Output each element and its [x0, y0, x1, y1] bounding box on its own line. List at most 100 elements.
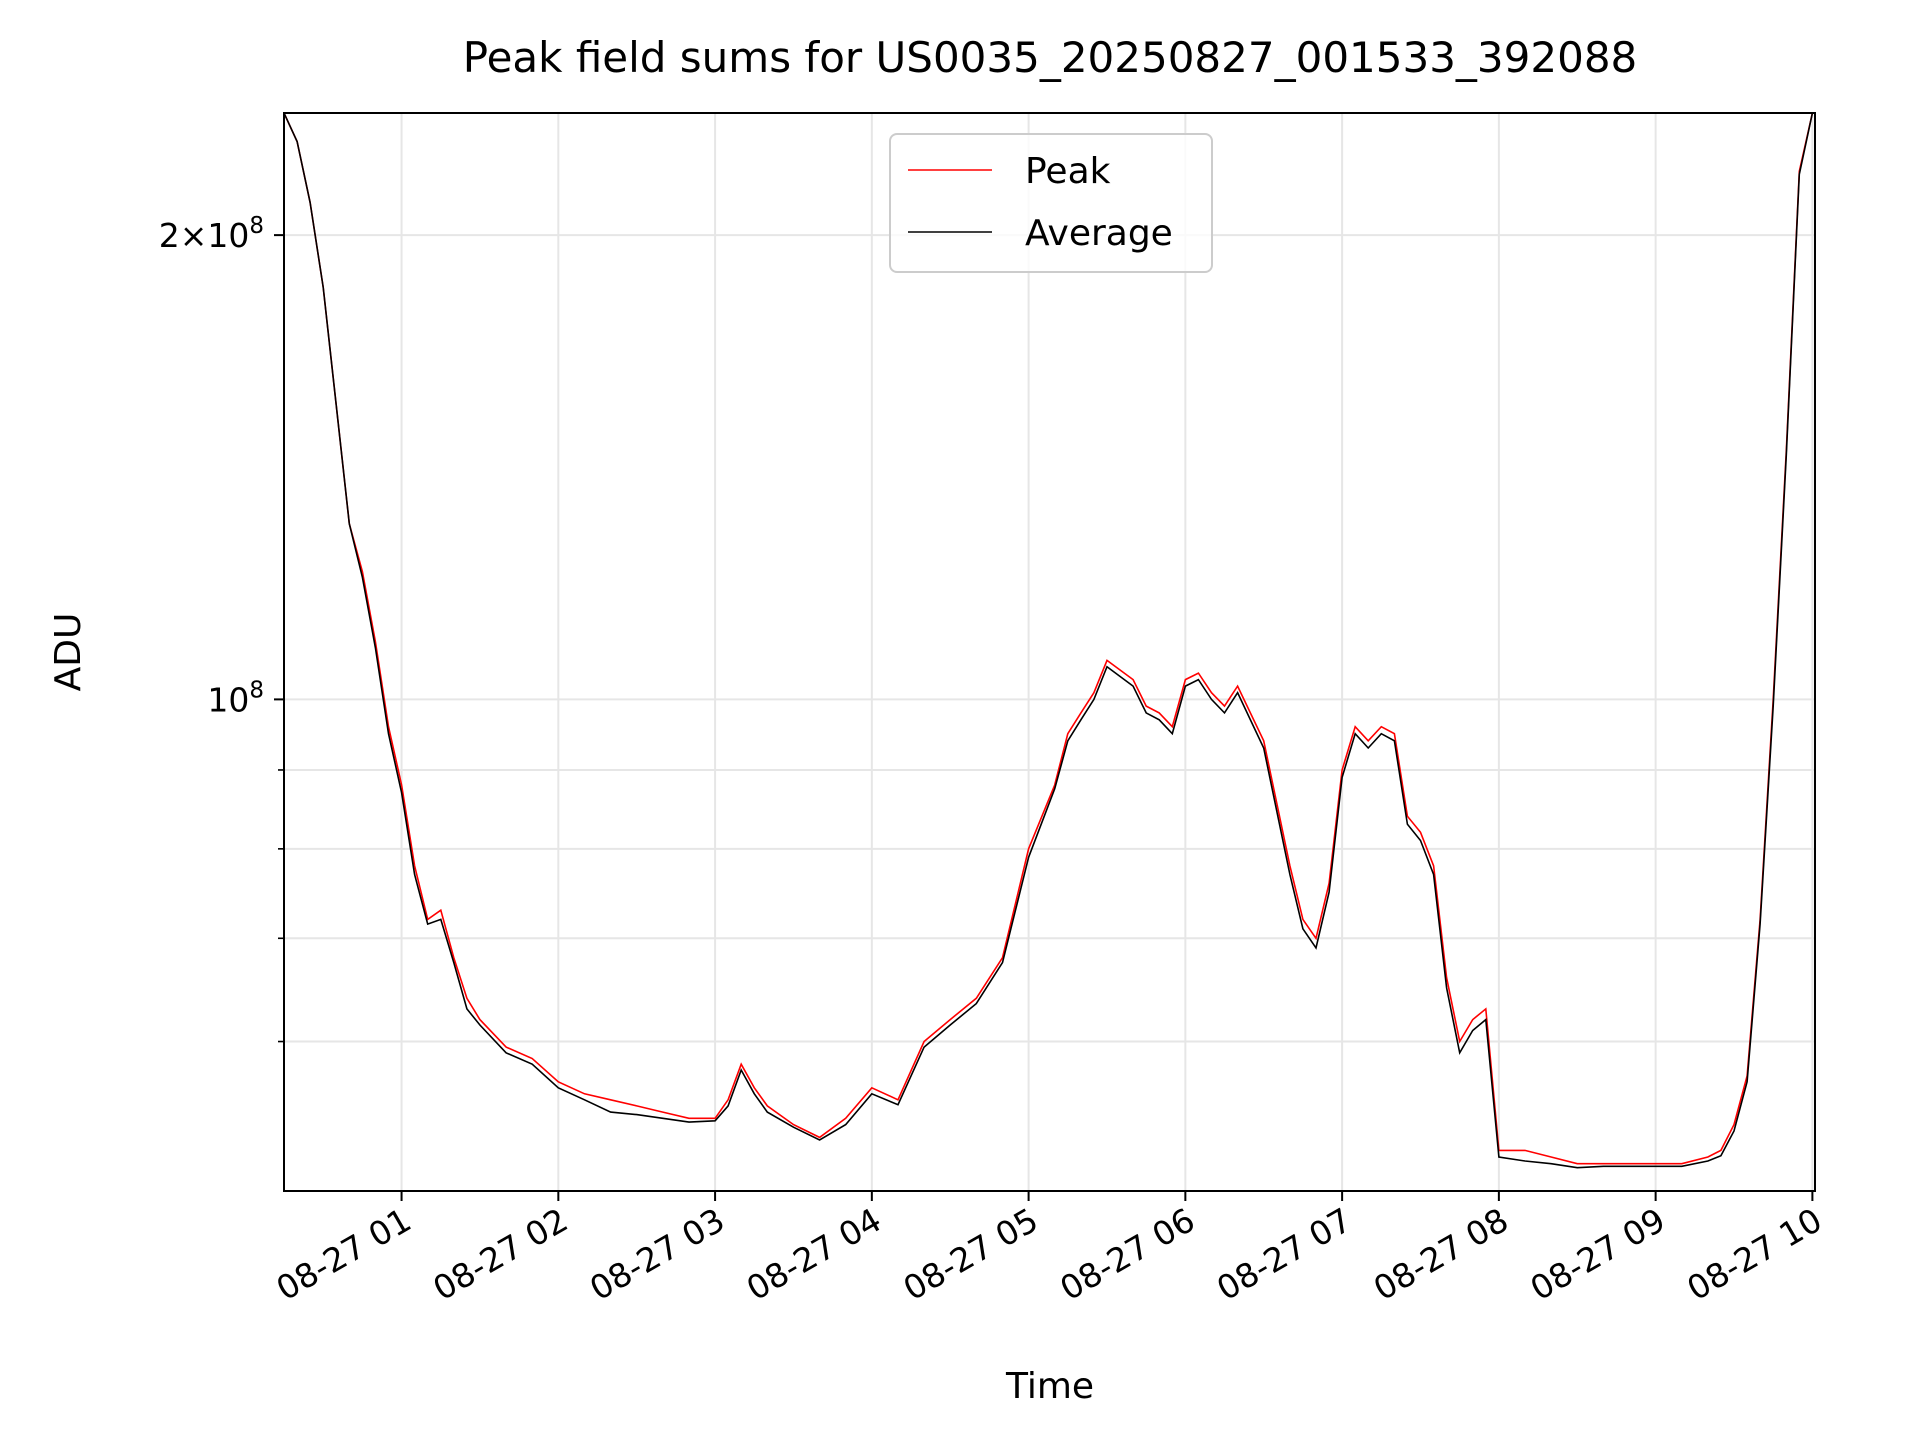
- peak-data-point: [688, 1117, 690, 1119]
- average-data-point: [1446, 987, 1448, 989]
- average-data-point: [1093, 698, 1095, 700]
- peak-data-point: [1197, 672, 1199, 674]
- peak-data-point: [531, 1058, 533, 1060]
- average-data-point: [388, 733, 390, 735]
- average-data-point: [361, 576, 363, 578]
- average-data-point: [845, 1124, 847, 1126]
- peak-data-point: [610, 1099, 612, 1101]
- average-data-point: [1524, 1160, 1526, 1162]
- peak-data-point: [453, 957, 455, 959]
- peak-data-point: [740, 1063, 742, 1065]
- average-data-point: [766, 1111, 768, 1113]
- average-data-point: [688, 1121, 690, 1123]
- average-data-point: [714, 1120, 716, 1122]
- grid: [284, 113, 1815, 1191]
- average-data-point: [923, 1046, 925, 1048]
- peak-data-point: [479, 1019, 481, 1021]
- peak-data-point: [1406, 815, 1408, 817]
- legend-average-label: Average: [1025, 213, 1173, 254]
- average-data-point: [949, 1024, 951, 1026]
- peak-data-point: [1263, 740, 1265, 742]
- peak-data-point: [1433, 865, 1435, 867]
- peak-data-point: [1171, 726, 1173, 728]
- peak-data-point: [374, 641, 376, 643]
- peak-data-point: [871, 1087, 873, 1089]
- peak-data-point: [1367, 740, 1369, 742]
- plot-frame: [283, 112, 1816, 1192]
- peak-data-point: [949, 1019, 951, 1021]
- average-data-point: [1629, 1165, 1631, 1167]
- average-data-point: [1393, 740, 1395, 742]
- y-axis-label: ADU: [48, 613, 89, 692]
- peak-data-point: [414, 865, 416, 867]
- average-data-point: [819, 1139, 821, 1141]
- average-data-point: [753, 1093, 755, 1095]
- peak-data-point: [727, 1099, 729, 1101]
- average-data-point: [1759, 923, 1761, 925]
- peak-data-point: [1524, 1149, 1526, 1151]
- peak-data-point: [1067, 733, 1069, 735]
- series-layer: [284, 113, 1814, 1169]
- peak-data-point: [766, 1105, 768, 1107]
- average-data-point: [1080, 719, 1082, 721]
- peak-data-point: [1328, 882, 1330, 884]
- peak-data-point: [1237, 685, 1239, 687]
- peak-data-point: [1211, 692, 1213, 694]
- average-data-point: [1406, 823, 1408, 825]
- peak-data-point: [388, 726, 390, 728]
- average-data-point: [1733, 1130, 1735, 1132]
- peak-data-point: [1054, 784, 1056, 786]
- peak-data-point: [714, 1117, 716, 1119]
- average-data-point: [479, 1024, 481, 1026]
- average-data-point: [1132, 685, 1134, 687]
- peak-data-point: [975, 997, 977, 999]
- legend: Peak Average: [889, 133, 1213, 273]
- average-data-point: [1028, 856, 1030, 858]
- average-data-point: [1785, 454, 1787, 456]
- peak-data-point: [440, 909, 442, 911]
- peak-data-point: [1315, 937, 1317, 939]
- average-data-point: [1576, 1167, 1578, 1169]
- peak-data-point: [819, 1136, 821, 1138]
- average-data-point: [1602, 1165, 1604, 1167]
- peak-data-point: [1093, 692, 1095, 694]
- peak-data-point: [1028, 848, 1030, 850]
- peak-data-point: [584, 1093, 586, 1095]
- average-data-point: [557, 1087, 559, 1089]
- average-data-point: [309, 201, 311, 203]
- average-data-point: [1184, 685, 1186, 687]
- average-data-point: [1707, 1160, 1709, 1162]
- peak-data-point: [1681, 1163, 1683, 1165]
- peak-data-point: [427, 918, 429, 920]
- average-data-point: [610, 1111, 612, 1113]
- peak-data-point: [361, 571, 363, 573]
- average-data-point: [584, 1099, 586, 1101]
- average-data-point: [1054, 788, 1056, 790]
- peak-data-point: [1785, 450, 1787, 452]
- peak-data-point: [845, 1117, 847, 1119]
- average-data-point: [1459, 1052, 1461, 1054]
- y-axis-ticks: 108 2×108: [159, 213, 284, 1043]
- peak-data-point: [753, 1087, 755, 1089]
- average-data-point: [1655, 1165, 1657, 1167]
- average-data-point: [401, 792, 403, 794]
- peak-data-point: [1341, 769, 1343, 771]
- average-data-point: [975, 1003, 977, 1005]
- legend-box: [889, 133, 1213, 273]
- average-data-point: [453, 962, 455, 964]
- peak-data-point: [1798, 170, 1800, 172]
- peak-data-point: [1498, 1149, 1500, 1151]
- average-data-point: [1224, 712, 1226, 714]
- average-data-point: [1263, 747, 1265, 749]
- peak-data-point: [1002, 957, 1004, 959]
- average-data-point: [348, 523, 350, 525]
- average-data-point: [1237, 692, 1239, 694]
- peak-data-point: [1420, 831, 1422, 833]
- peak-data-point: [1629, 1163, 1631, 1165]
- peak-data-point: [401, 784, 403, 786]
- peak-data-point: [1576, 1163, 1578, 1165]
- average-data-point: [662, 1117, 664, 1119]
- average-data-point: [440, 918, 442, 920]
- x-axis-label: Time: [1005, 1366, 1094, 1407]
- average-series-line: [284, 113, 1814, 1169]
